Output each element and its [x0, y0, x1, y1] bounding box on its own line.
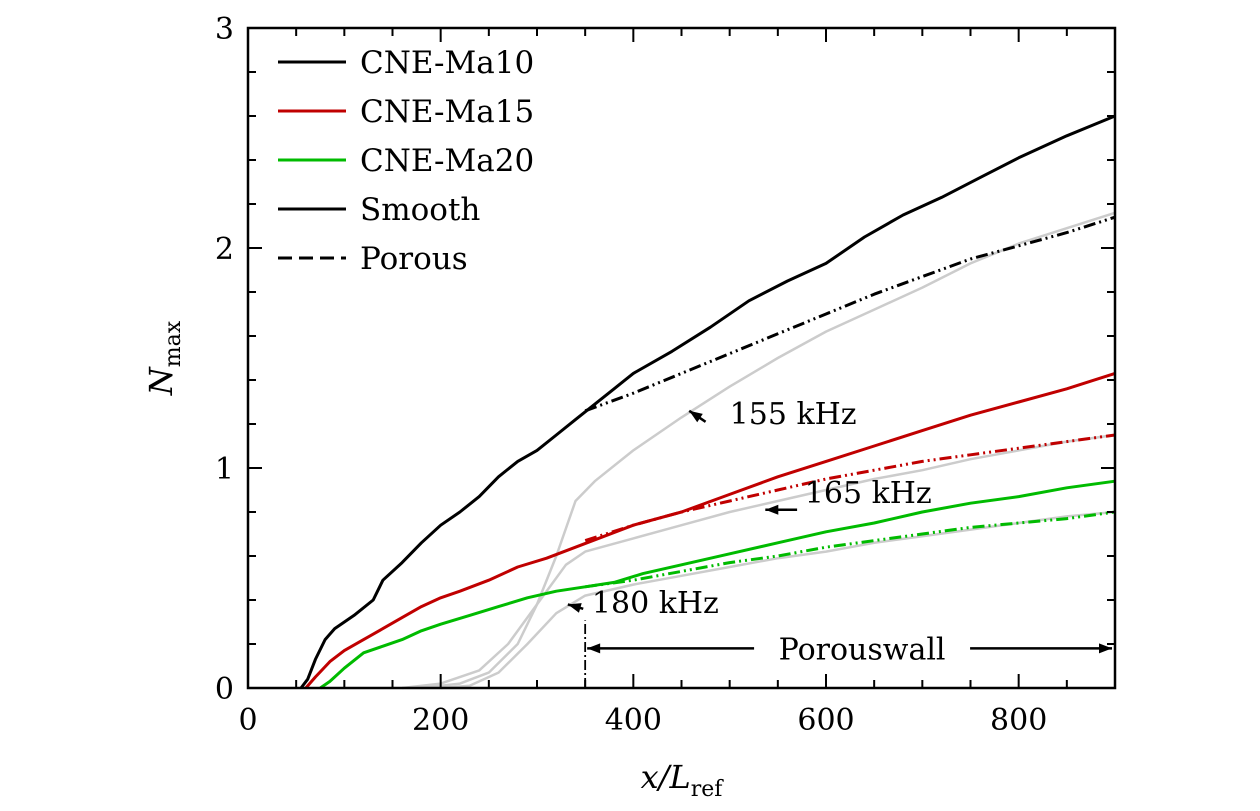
legend-label-cne-ma15: CNE-Ma15: [360, 94, 534, 130]
x-tick-label: 800: [990, 703, 1047, 738]
chart-annotation-layer: 155 kHz 165 kHz 180 kHz Porouswall: [567, 397, 1112, 688]
annotation-165-khz-arrow-head: [765, 504, 779, 515]
porous-wall-label: Porouswall: [779, 632, 946, 667]
x-tick-label: 200: [412, 703, 469, 738]
series-line-155-khz: [421, 211, 1116, 690]
y-tick-label: 1: [215, 452, 234, 487]
y-tick-label: 3: [215, 12, 234, 47]
series-line-cne-ma10-porous: [584, 215, 1116, 413]
annotation-180-khz-arrow-head: [567, 603, 582, 613]
x-axis-title: x/Lref: [641, 758, 725, 802]
series-line-180-khz: [440, 510, 1116, 690]
legend-label-smooth: Smooth: [360, 192, 480, 228]
chart-axes: 0 200 400 600 800 0 1 2 3 x/Lref Nmax: [142, 12, 1117, 802]
legend-label-porous: Porous: [360, 241, 468, 277]
porous-wall-right-arrow-head: [1099, 643, 1112, 654]
annotation-180-khz-label: 180 kHz: [592, 586, 719, 621]
porous-wall-left-arrow-head: [587, 643, 601, 654]
series-line-cne-ma20-smooth: [319, 479, 1116, 690]
chart-series-layer: [299, 114, 1116, 690]
series-line-cne-ma10-smooth: [299, 114, 1116, 689]
series-line-cne-ma15-porous: [584, 433, 1116, 543]
y-tick-label: 0: [215, 672, 234, 707]
series-line-cne-ma20-porous: [584, 510, 1116, 589]
x-tick-label: 600: [797, 703, 854, 738]
legend-label-cne-ma10: CNE-Ma10: [360, 45, 534, 81]
annotation-155-khz-label: 155 kHz: [730, 397, 857, 432]
series-line-165-khz: [401, 433, 1116, 690]
legend-label-cne-ma20: CNE-Ma20: [360, 143, 534, 179]
y-tick-label: 2: [215, 232, 234, 267]
annotation-165-khz-label: 165 kHz: [805, 476, 932, 511]
x-tick-label: 400: [605, 703, 662, 738]
x-tick-label: 0: [238, 703, 257, 738]
chart-legend: CNE-Ma10 CNE-Ma15 CNE-Ma20 Smooth Porous: [278, 45, 534, 277]
y-axis-title: Nmax: [142, 320, 186, 396]
annotation-155-khz-arrow-head: [689, 410, 703, 423]
series-line-cne-ma15-smooth: [304, 371, 1116, 689]
